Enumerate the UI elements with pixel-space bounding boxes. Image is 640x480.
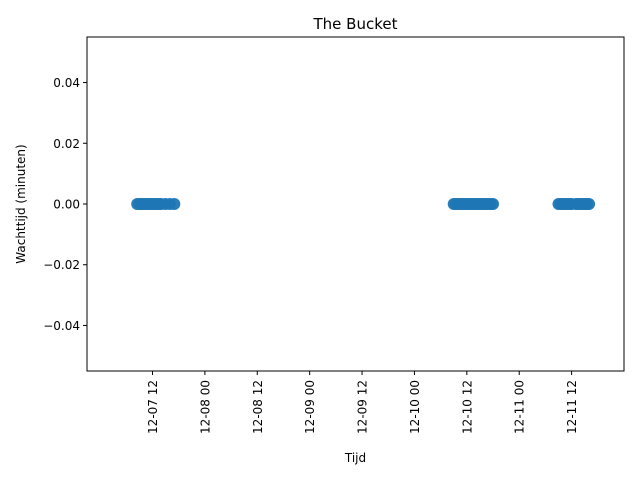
y-tick-label: −0.02 (43, 258, 80, 272)
x-tick-label: 12-09 00 (303, 380, 317, 434)
x-tick-label: 12-11 00 (513, 380, 527, 434)
y-tick-label: 0.00 (53, 198, 80, 212)
x-axis: 12-07 12 12-08 00 12-08 12 12-09 00 12-09 12… (146, 371, 579, 434)
x-tick-label: 12-10 00 (408, 380, 422, 434)
y-tick-label: 0.02 (53, 137, 80, 151)
y-axis-label: Wachttijd (minuten) (14, 144, 28, 263)
x-tick-label: 12-10 12 (460, 380, 474, 434)
x-axis-label: Tijd (344, 451, 366, 465)
data-point (168, 198, 181, 210)
x-tick-label: 12-07 12 (146, 380, 160, 434)
chart-title: The Bucket (313, 15, 398, 33)
y-tick-label: −0.04 (43, 319, 80, 333)
x-tick-label: 12-09 12 (356, 380, 370, 434)
data-point (583, 198, 596, 210)
data-points (131, 198, 596, 210)
x-tick-label: 12-08 12 (251, 380, 265, 434)
x-tick-label: 12-11 12 (565, 380, 579, 434)
data-point (487, 198, 500, 210)
x-tick-label: 12-08 00 (198, 380, 212, 434)
y-tick-label: 0.04 (53, 76, 80, 90)
y-axis: 0.04 0.02 0.00 −0.02 −0.04 (43, 76, 87, 333)
